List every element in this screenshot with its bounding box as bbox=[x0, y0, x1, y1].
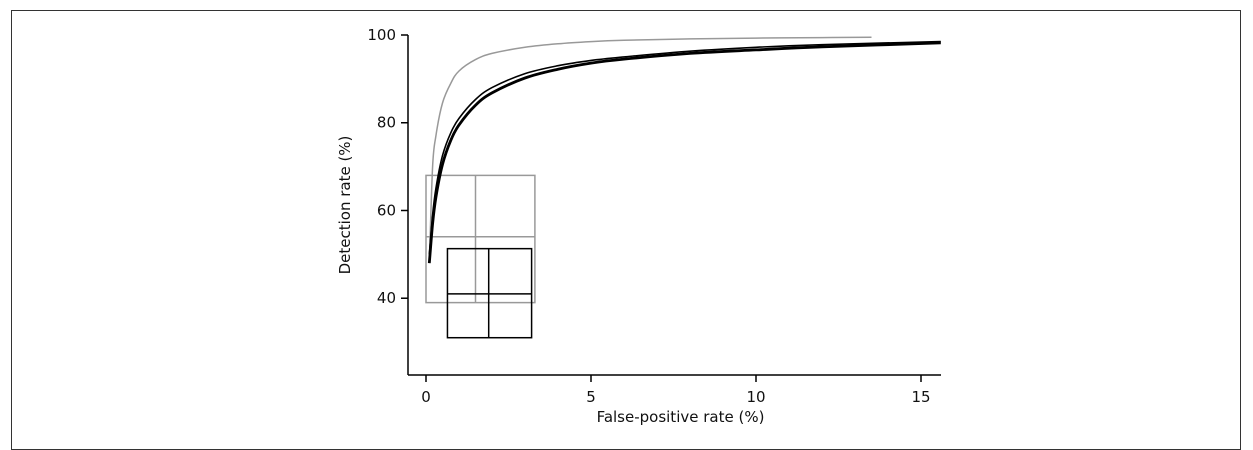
plot-area bbox=[425, 36, 941, 339]
range-box-1 bbox=[425, 174, 536, 304]
x-tick-label: 5 bbox=[586, 388, 596, 406]
roc-curve-3 bbox=[427, 41, 941, 264]
y-tick-label: 40 bbox=[377, 289, 396, 307]
x-tick-label: 0 bbox=[421, 388, 431, 406]
y-axis-title: Detection rate (%) bbox=[336, 136, 354, 275]
roc-curve-1 bbox=[428, 36, 872, 264]
figure-frame bbox=[11, 10, 1241, 450]
ticks: 0 5 10 15 40 60 80 100 bbox=[367, 26, 930, 406]
x-tick-label: 15 bbox=[911, 388, 930, 406]
y-tick-label: 80 bbox=[377, 114, 396, 132]
y-tick-label: 100 bbox=[367, 26, 396, 44]
x-tick-label: 10 bbox=[746, 388, 765, 406]
x-axis-title: False-positive rate (%) bbox=[597, 408, 765, 426]
y-tick-label: 60 bbox=[377, 201, 396, 219]
axes bbox=[407, 35, 941, 376]
roc-curve-2 bbox=[428, 40, 941, 255]
